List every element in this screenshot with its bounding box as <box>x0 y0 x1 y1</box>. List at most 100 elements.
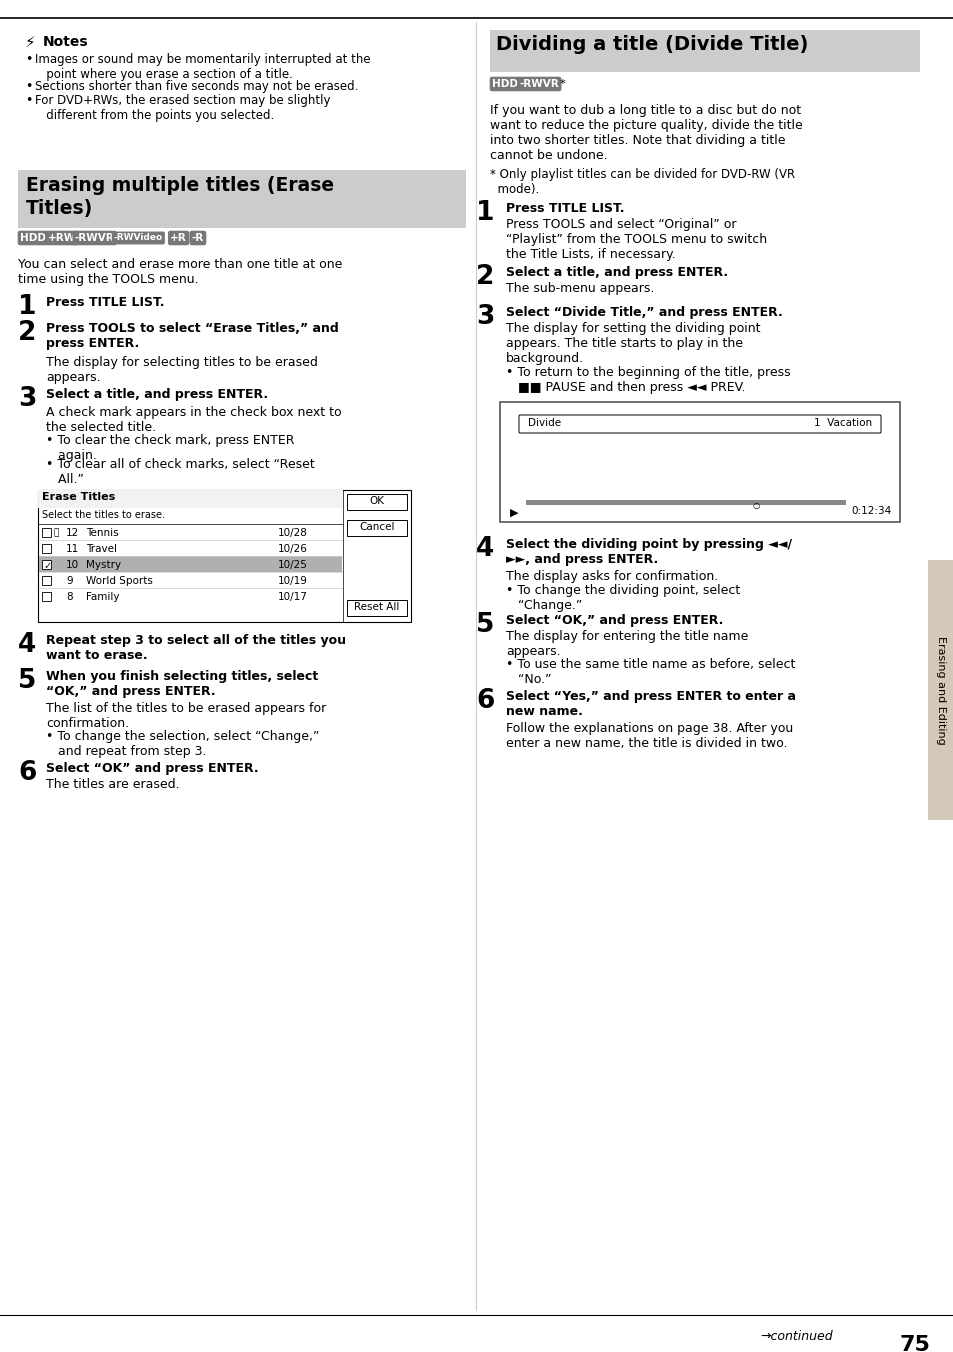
Text: Tennis: Tennis <box>86 529 118 538</box>
Text: *: * <box>558 78 564 89</box>
Text: Family: Family <box>86 592 119 602</box>
Text: 6: 6 <box>476 688 494 714</box>
Text: -R: -R <box>192 233 204 243</box>
Text: Press TOOLS to select “Erase Titles,” and
press ENTER.: Press TOOLS to select “Erase Titles,” an… <box>46 322 338 350</box>
Text: 11: 11 <box>66 544 79 554</box>
Text: 6: 6 <box>18 760 36 786</box>
Text: Divide: Divide <box>527 418 560 429</box>
Text: Press TOOLS and select “Original” or
“Playlist” from the TOOLS menu to switch
th: Press TOOLS and select “Original” or “Pl… <box>505 218 766 261</box>
Text: •: • <box>25 80 32 93</box>
Text: 4: 4 <box>18 631 36 658</box>
Text: 4: 4 <box>476 535 494 562</box>
Bar <box>42 560 51 569</box>
Text: -RWVR: -RWVR <box>74 233 114 243</box>
Text: 3: 3 <box>476 304 494 330</box>
Text: ○: ○ <box>752 502 760 510</box>
Text: Select the titles to erase.: Select the titles to erase. <box>42 510 165 521</box>
Bar <box>347 521 407 535</box>
Bar <box>18 170 465 228</box>
Bar <box>499 402 899 522</box>
Text: 2: 2 <box>476 264 494 289</box>
Text: Notes: Notes <box>43 35 89 49</box>
Text: Select “Divide Title,” and press ENTER.: Select “Divide Title,” and press ENTER. <box>505 306 781 319</box>
Bar <box>39 556 341 572</box>
Text: Erasing and Editing: Erasing and Editing <box>935 635 945 745</box>
Text: HDD: HDD <box>20 233 46 243</box>
Text: 🔒: 🔒 <box>54 529 59 537</box>
Text: Press TITLE LIST.: Press TITLE LIST. <box>46 296 164 310</box>
Text: 75: 75 <box>899 1334 930 1352</box>
Text: Reset All: Reset All <box>354 602 399 612</box>
Text: 10: 10 <box>66 560 79 571</box>
Text: You can select and erase more than one title at one
time using the TOOLS menu.: You can select and erase more than one t… <box>18 258 342 287</box>
Text: Images or sound may be momentarily interrupted at the
   point where you erase a: Images or sound may be momentarily inter… <box>35 53 370 81</box>
Text: Select “OK” and press ENTER.: Select “OK” and press ENTER. <box>46 763 258 775</box>
Text: 1: 1 <box>476 200 494 226</box>
Text: Mystry: Mystry <box>86 560 121 571</box>
Text: -RWVR: -RWVR <box>518 78 558 89</box>
Text: The display asks for confirmation.: The display asks for confirmation. <box>505 571 718 583</box>
Bar <box>38 489 411 622</box>
Text: Cancel: Cancel <box>359 522 395 531</box>
Text: +RW: +RW <box>48 233 75 243</box>
Bar <box>42 544 51 553</box>
Text: 10/25: 10/25 <box>277 560 308 571</box>
Text: • To return to the beginning of the title, press
   ■■ PAUSE and then press ◄◄ P: • To return to the beginning of the titl… <box>505 366 790 393</box>
Text: 10/19: 10/19 <box>277 576 308 585</box>
Text: Select “Yes,” and press ENTER to enter a
new name.: Select “Yes,” and press ENTER to enter a… <box>505 690 795 718</box>
Text: • To change the selection, select “Change,”
   and repeat from step 3.: • To change the selection, select “Chang… <box>46 730 319 758</box>
Text: 0:12:34: 0:12:34 <box>851 506 891 516</box>
Bar <box>347 493 407 510</box>
Bar <box>42 529 51 537</box>
Bar <box>525 500 845 506</box>
Text: 1: 1 <box>18 293 36 320</box>
Text: For DVD+RWs, the erased section may be slightly
   different from the points you: For DVD+RWs, the erased section may be s… <box>35 95 330 122</box>
Text: HDD: HDD <box>492 78 517 89</box>
Text: Follow the explanations on page 38. After you
enter a new name, the title is div: Follow the explanations on page 38. Afte… <box>505 722 792 750</box>
Bar <box>490 30 919 72</box>
Text: Select a title, and press ENTER.: Select a title, and press ENTER. <box>46 388 268 402</box>
Text: The list of the titles to be erased appears for
confirmation.: The list of the titles to be erased appe… <box>46 702 326 730</box>
Text: Erasing multiple titles (Erase
Titles): Erasing multiple titles (Erase Titles) <box>26 176 334 218</box>
Text: 9: 9 <box>66 576 72 585</box>
Text: ⚡: ⚡ <box>25 35 35 50</box>
Text: Erase Titles: Erase Titles <box>42 492 115 502</box>
Text: Travel: Travel <box>86 544 117 554</box>
Text: -RWVideo: -RWVideo <box>113 234 163 242</box>
Text: When you finish selecting titles, select
“OK,” and press ENTER.: When you finish selecting titles, select… <box>46 671 318 698</box>
Text: The display for selecting titles to be erased
appears.: The display for selecting titles to be e… <box>46 356 317 384</box>
Text: Repeat step 3 to select all of the titles you
want to erase.: Repeat step 3 to select all of the title… <box>46 634 346 662</box>
Text: 5: 5 <box>18 668 36 694</box>
Text: Press TITLE LIST.: Press TITLE LIST. <box>505 201 624 215</box>
Bar <box>927 560 953 821</box>
Text: +R: +R <box>170 233 187 243</box>
Text: 10/28: 10/28 <box>277 529 308 538</box>
Text: • To clear all of check marks, select “Reset
   All.”: • To clear all of check marks, select “R… <box>46 458 314 485</box>
Text: Select “OK,” and press ENTER.: Select “OK,” and press ENTER. <box>505 614 722 627</box>
FancyBboxPatch shape <box>518 415 880 433</box>
Text: 5: 5 <box>476 612 494 638</box>
Bar <box>347 600 407 617</box>
Text: World Sports: World Sports <box>86 576 152 585</box>
Text: 10/17: 10/17 <box>277 592 308 602</box>
Text: If you want to dub a long title to a disc but do not
want to reduce the picture : If you want to dub a long title to a dis… <box>490 104 801 162</box>
Text: 2: 2 <box>18 320 36 346</box>
Text: A check mark appears in the check box next to
the selected title.: A check mark appears in the check box ne… <box>46 406 341 434</box>
Text: 10/26: 10/26 <box>277 544 308 554</box>
Text: The display for entering the title name
appears.: The display for entering the title name … <box>505 630 747 658</box>
Text: The display for setting the dividing point
appears. The title starts to play in : The display for setting the dividing poi… <box>505 322 760 365</box>
Text: 3: 3 <box>18 387 36 412</box>
Text: • To change the dividing point, select
   “Change.”: • To change the dividing point, select “… <box>505 584 740 612</box>
Text: 1  Vacation: 1 Vacation <box>813 418 871 429</box>
Bar <box>38 489 343 508</box>
Text: The titles are erased.: The titles are erased. <box>46 777 179 791</box>
Text: 12: 12 <box>66 529 79 538</box>
Text: •: • <box>25 95 32 107</box>
Text: →continued: →continued <box>760 1330 832 1343</box>
Text: OK: OK <box>369 496 384 506</box>
Text: 8: 8 <box>66 592 72 602</box>
Text: ✓: ✓ <box>44 561 51 571</box>
Text: Select the dividing point by pressing ◄◄/
►►, and press ENTER.: Select the dividing point by pressing ◄◄… <box>505 538 791 566</box>
Text: • To use the same title name as before, select
   “No.”: • To use the same title name as before, … <box>505 658 795 685</box>
Text: Sections shorter than five seconds may not be erased.: Sections shorter than five seconds may n… <box>35 80 358 93</box>
